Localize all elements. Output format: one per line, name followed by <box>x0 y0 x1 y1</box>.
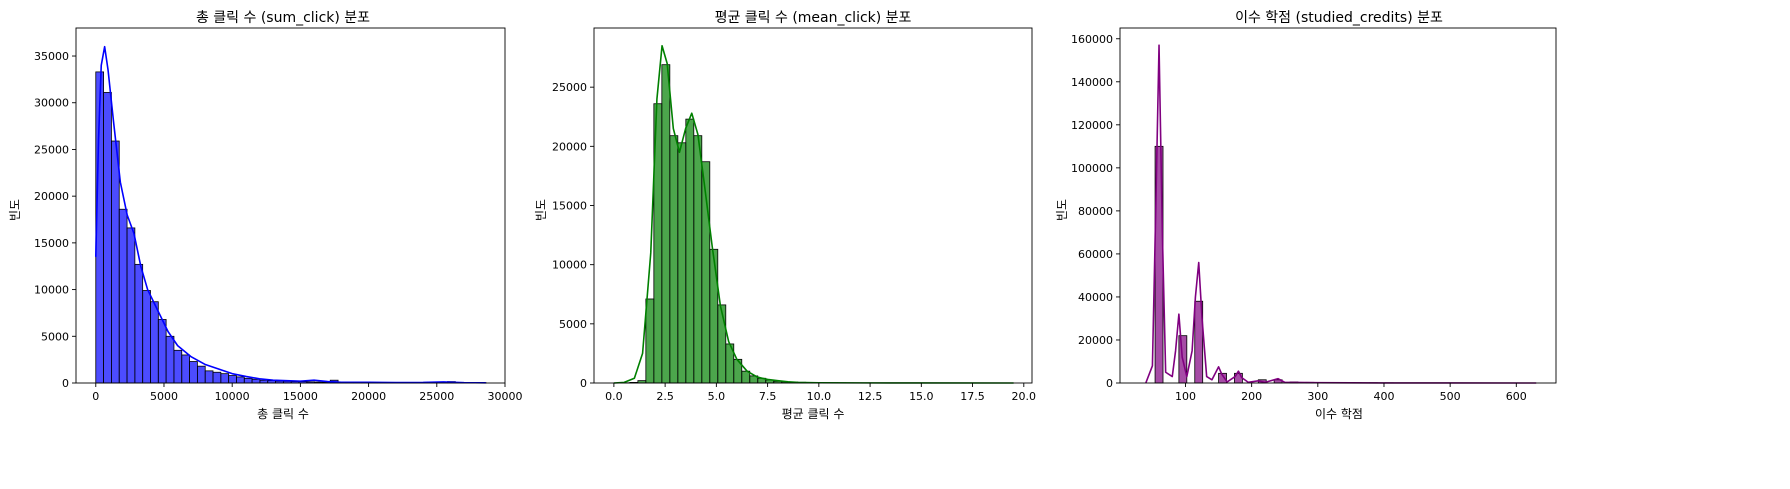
chart-studied-credits: 이수 학점 (studied_credits) 분포 이수 학점 빈도 100 2… <box>1055 10 1557 421</box>
histogram-bar <box>645 298 655 384</box>
y-tick-label: 10000 <box>552 259 587 272</box>
y-tick-label: 0 <box>1106 377 1113 390</box>
y-tick-label: 40000 <box>1078 291 1113 304</box>
histogram-bar <box>126 227 136 384</box>
plot-frame <box>1119 27 1557 384</box>
histogram-bar <box>717 304 727 384</box>
histogram-bar <box>677 142 687 384</box>
y-tick-label: 20000 <box>34 190 69 203</box>
y-tick-label: 10000 <box>34 284 69 297</box>
kde-line <box>613 44 1014 384</box>
histogram-bar <box>236 376 245 384</box>
y-tick-label: 25000 <box>552 81 587 94</box>
y-tick-label: 5000 <box>559 318 587 331</box>
histogram-bar <box>118 208 128 384</box>
x-tick-label: 2.5 <box>656 390 674 403</box>
histogram-bar <box>228 375 237 384</box>
y-tick-label: 20000 <box>552 140 587 153</box>
histogram-bar <box>142 290 151 384</box>
y-tick-label: 0 <box>580 377 587 390</box>
x-tick-label: 5000 <box>150 390 178 403</box>
histogram-bar <box>741 370 751 384</box>
x-tick-label: 20.0 <box>1012 390 1037 403</box>
x-tick-label: 200 <box>1241 390 1262 403</box>
kde-line <box>94 45 486 384</box>
chart-mean-click: 평균 클릭 수 (mean_click) 분포 평균 클릭 수 빈도 0.0 2.… <box>534 10 1036 421</box>
histogram-bar <box>685 118 695 384</box>
kde-line <box>1145 44 1537 384</box>
y-axis-label: 빈도 <box>1055 199 1069 221</box>
histogram-bar <box>212 371 222 384</box>
histogram-bar <box>150 301 159 384</box>
y-tick-label: 160000 <box>1071 33 1113 46</box>
histogram-bar <box>173 349 183 384</box>
x-tick-label: 0.0 <box>605 390 623 403</box>
x-axis-label: 이수 학점 <box>1315 407 1363 421</box>
y-tick-label: 80000 <box>1078 205 1113 218</box>
y-tick-label: 120000 <box>1071 119 1113 132</box>
histogram-bar <box>251 378 261 384</box>
x-tick-label: 15.0 <box>909 390 934 403</box>
y-tick-label: 60000 <box>1078 248 1113 261</box>
chart-title: 이수 학점 (studied_credits) 분포 <box>1235 10 1443 26</box>
y-tick-label: 15000 <box>552 200 587 213</box>
histogram-bar <box>157 319 167 384</box>
y-tick-label: 15000 <box>34 237 69 250</box>
histogram-bar <box>134 263 144 384</box>
chart-title: 평균 클릭 수 (mean_click) 분포 <box>715 10 912 26</box>
histogram-bar <box>669 135 679 384</box>
x-axis-label: 총 클릭 수 <box>257 407 309 421</box>
histogram-bar <box>189 361 198 384</box>
histogram-bar <box>196 365 206 384</box>
histogram-bar <box>103 92 112 384</box>
x-axis-label: 평균 클릭 수 <box>782 407 845 421</box>
y-tick-label: 5000 <box>41 330 69 343</box>
histogram-bar <box>661 64 671 384</box>
x-tick-label: 5.0 <box>708 390 726 403</box>
x-tick-label: 25000 <box>419 390 454 403</box>
y-tick-label: 20000 <box>1078 334 1113 347</box>
y-tick-label: 25000 <box>34 143 69 156</box>
histogram-bar <box>243 377 253 384</box>
x-tick-label: 500 <box>1440 390 1461 403</box>
histogram-bar <box>111 140 120 384</box>
histogram-bar <box>709 248 719 384</box>
x-tick-label: 300 <box>1307 390 1328 403</box>
histogram-bar <box>165 335 175 384</box>
y-tick-label: 140000 <box>1071 76 1113 89</box>
x-tick-label: 17.5 <box>960 390 985 403</box>
x-tick-label: 600 <box>1506 390 1527 403</box>
y-axis-label: 빈도 <box>534 199 548 221</box>
y-axis-label: 빈도 <box>8 199 22 221</box>
histogram-bar <box>220 373 230 384</box>
x-tick-label: 7.5 <box>759 390 777 403</box>
x-tick-label: 10000 <box>215 390 250 403</box>
y-tick-label: 35000 <box>34 50 69 63</box>
y-tick-label: 30000 <box>34 97 69 110</box>
y-tick-label: 100000 <box>1071 162 1113 175</box>
chart-title: 총 클릭 수 (sum_click) 분포 <box>196 10 370 26</box>
y-tick-label: 0 <box>62 377 69 390</box>
x-tick-label: 0 <box>92 390 99 403</box>
histogram-bar <box>693 135 703 384</box>
histogram-bar <box>181 354 190 384</box>
x-tick-label: 100 <box>1175 390 1196 403</box>
x-tick-label: 15000 <box>283 390 318 403</box>
chart-sum-click: 총 클릭 수 (sum_click) 분포 총 클릭 수 빈도 0 5000 100… <box>8 10 523 421</box>
plot-frame <box>75 27 506 384</box>
x-tick-label: 30000 <box>488 390 523 403</box>
x-tick-label: 12.5 <box>858 390 883 403</box>
x-tick-label: 400 <box>1373 390 1394 403</box>
x-tick-label: 20000 <box>351 390 386 403</box>
histogram-bar <box>204 370 214 384</box>
x-tick-label: 10.0 <box>807 390 832 403</box>
